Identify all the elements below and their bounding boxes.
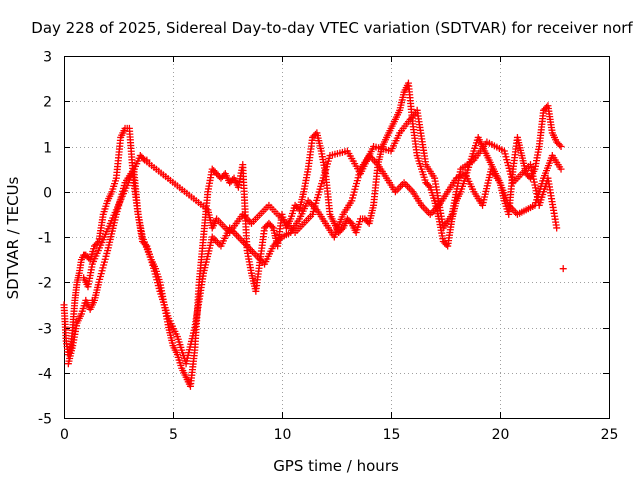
data-point [88, 296, 96, 304]
y-tick-label: 2 [43, 95, 52, 111]
y-tick-label: -4 [38, 367, 52, 383]
data-point [556, 141, 564, 149]
y-tick-label: -1 [38, 231, 52, 247]
data-point [139, 155, 147, 163]
x-tick-label: 10 [274, 427, 292, 443]
y-tick-label: -2 [38, 276, 52, 292]
x-tick-label: 5 [169, 427, 178, 443]
y-axis: -5 -4 -3 -2 -1 0 1 2 3 [38, 50, 609, 428]
x-tick-label: 0 [60, 427, 69, 443]
x-tick-label: 20 [492, 427, 510, 443]
x-axis-label: GPS time / hours [273, 457, 399, 475]
y-tick-label: 0 [43, 186, 52, 202]
data-point [268, 222, 276, 230]
y-tick-label: 1 [43, 141, 52, 157]
y-tick-label: -3 [38, 322, 52, 338]
y-tick-label: -5 [38, 412, 52, 428]
data-point [557, 165, 565, 173]
data-point [559, 265, 567, 273]
data-point [346, 218, 354, 226]
y-axis-label: SDTVAR / TECUs [4, 176, 22, 299]
data-point [425, 182, 433, 190]
y-tick-label: 3 [43, 50, 52, 66]
data-point [553, 224, 561, 232]
x-tick-label: 15 [383, 427, 401, 443]
data-points [60, 79, 567, 390]
data-point [143, 156, 151, 164]
x-axis: 0 5 10 15 20 25 [60, 56, 618, 443]
chart-title: Day 228 of 2025, Sidereal Day-to-day VTE… [31, 19, 633, 37]
x-tick-label: 25 [601, 427, 619, 443]
data-point [557, 143, 565, 150]
